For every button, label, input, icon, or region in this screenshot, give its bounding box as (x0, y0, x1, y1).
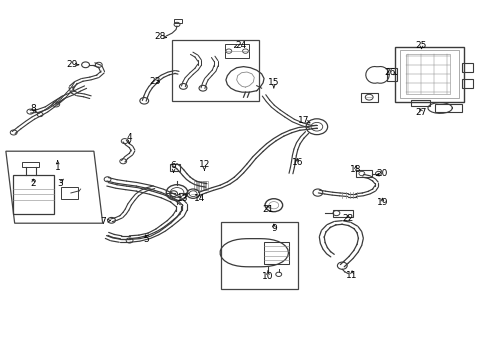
Text: 18: 18 (349, 166, 361, 175)
Bar (198, 181, 201, 190)
Bar (394, 47, 463, 102)
Bar (200, 181, 203, 190)
Text: 5: 5 (142, 235, 148, 244)
Text: 8: 8 (30, 104, 36, 113)
Text: 24: 24 (234, 41, 246, 50)
Text: 20: 20 (376, 169, 387, 178)
Text: 15: 15 (267, 78, 279, 87)
Text: 11: 11 (346, 271, 357, 280)
Text: 25: 25 (415, 41, 427, 50)
Bar (360, 93, 377, 102)
Bar (461, 63, 472, 72)
Text: 21: 21 (262, 205, 273, 214)
Text: 19: 19 (376, 198, 387, 207)
Bar (264, 242, 289, 264)
Bar (194, 181, 197, 190)
Bar (399, 50, 458, 98)
Text: 9: 9 (270, 224, 276, 233)
Bar (410, 100, 429, 106)
Bar (204, 181, 207, 190)
Text: 14: 14 (193, 194, 205, 202)
Bar (196, 181, 199, 190)
Text: 1: 1 (55, 163, 61, 172)
Text: 4: 4 (126, 133, 132, 142)
Bar (22, 162, 39, 167)
Text: 28: 28 (154, 32, 166, 41)
Text: 29: 29 (66, 60, 78, 69)
Bar (173, 19, 182, 23)
Bar (203, 181, 205, 190)
Text: 23: 23 (149, 77, 161, 86)
Text: 27: 27 (415, 108, 427, 117)
Text: 6: 6 (170, 161, 176, 170)
Bar (172, 40, 259, 101)
Bar (13, 175, 54, 214)
Bar (434, 104, 461, 112)
Bar (332, 210, 352, 217)
Text: 2: 2 (30, 179, 36, 188)
Text: 17: 17 (298, 116, 309, 125)
Text: 12: 12 (198, 161, 210, 170)
Text: 16: 16 (291, 158, 303, 167)
Text: 10: 10 (262, 272, 273, 281)
Text: 13: 13 (177, 194, 188, 202)
Bar (355, 170, 371, 177)
Bar (224, 44, 249, 58)
Bar (61, 187, 78, 199)
Bar (170, 164, 180, 171)
Text: 22: 22 (342, 215, 353, 223)
Bar (405, 54, 449, 94)
Bar (461, 79, 472, 88)
Text: 7: 7 (100, 217, 105, 226)
Bar (221, 222, 298, 289)
Bar (386, 68, 396, 81)
Text: 26: 26 (384, 68, 395, 77)
Text: 3: 3 (57, 179, 62, 188)
